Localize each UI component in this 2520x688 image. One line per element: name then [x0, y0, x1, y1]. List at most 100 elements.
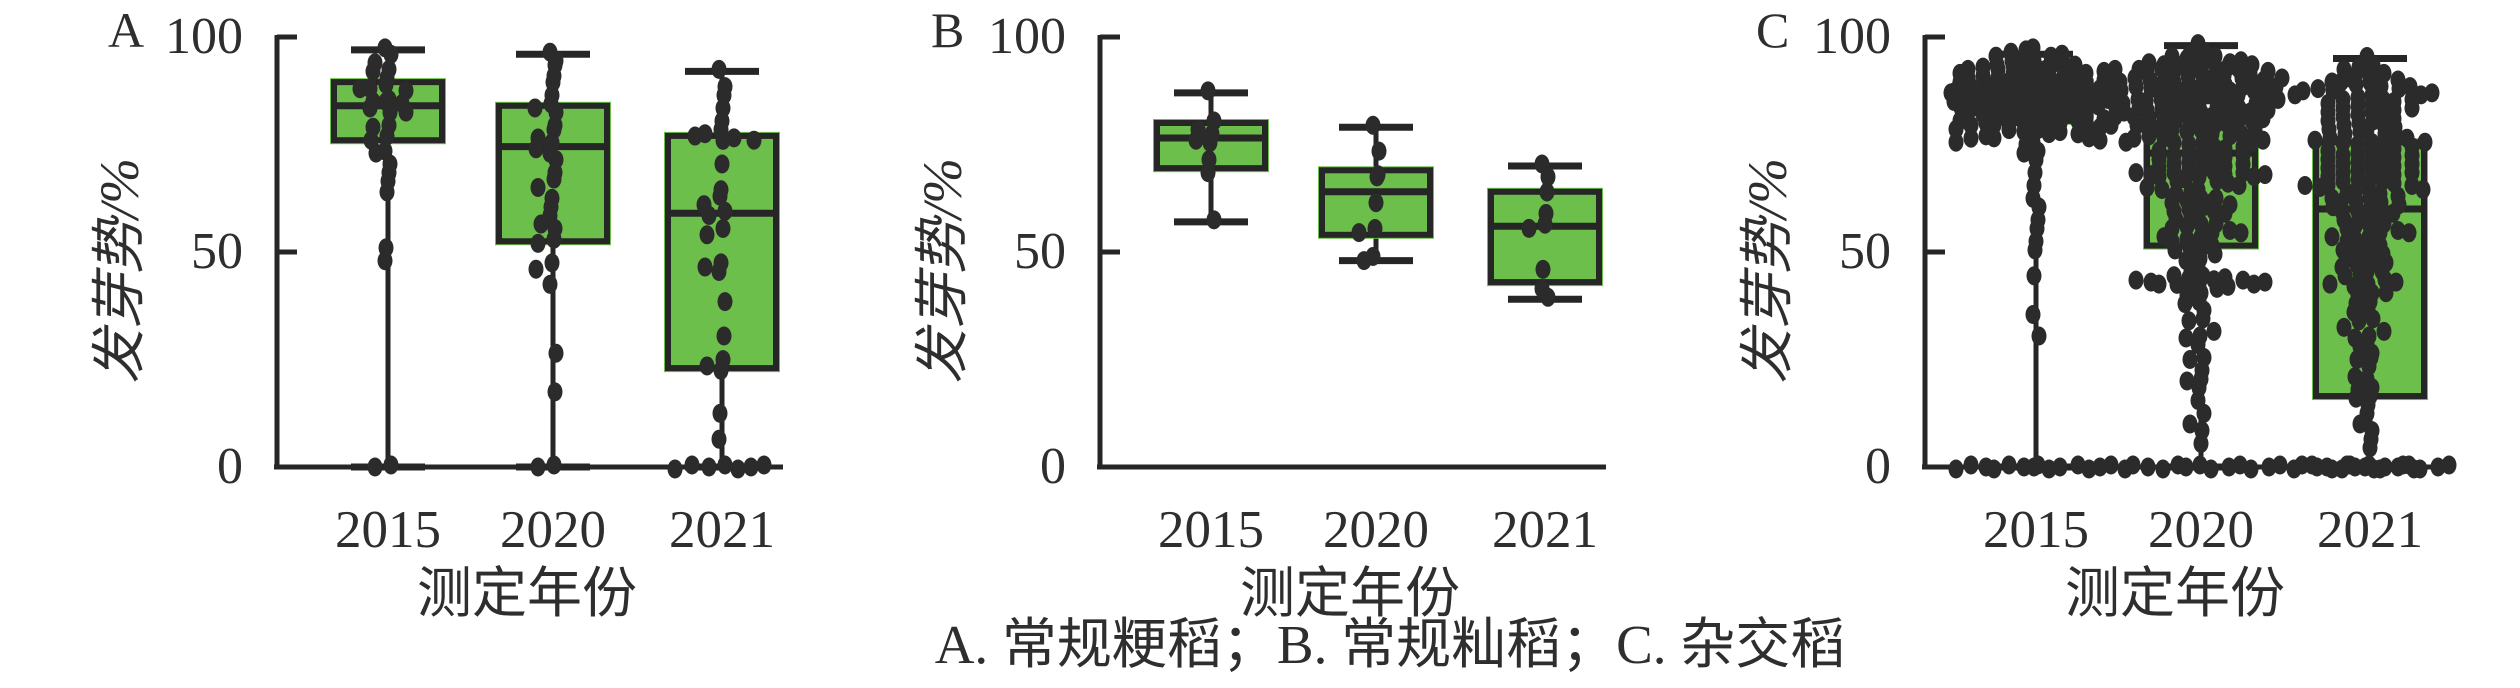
jitter-dot [2272, 455, 2288, 475]
jitter-dot [711, 262, 727, 281]
jitter-dot [379, 126, 395, 146]
jitter-dot [2117, 459, 2133, 479]
jitter-dot [1948, 459, 1964, 479]
jitter-dot [2304, 455, 2320, 475]
panel-a-ytick-0: 0 [217, 438, 243, 495]
jitter-dot [2255, 130, 2271, 150]
jitter-dot [2286, 459, 2302, 479]
panel-b-xlabel-2020: 2020 [1323, 501, 1429, 559]
jitter-dot [2424, 83, 2440, 103]
panel-a-x-axis-title: 测定年份 [416, 563, 638, 624]
jitter-dot [2307, 130, 2323, 150]
box-group-2021 [664, 59, 780, 479]
panel-b-ytick-0: 0 [1040, 438, 1066, 495]
box-group-2020 [1318, 115, 1434, 271]
jitter-dot [546, 455, 562, 475]
jitter-dot [2143, 272, 2159, 292]
jitter-dot [2221, 457, 2237, 477]
jitter-dot [547, 382, 563, 402]
panel-c: C 100 50 0 发芽势/% 2015 2020 2021 测定年份 [1648, 0, 2488, 688]
jitter-dot [2209, 171, 2225, 191]
box-group-2015 [330, 38, 446, 477]
jitter-dot [2167, 240, 2183, 260]
jitter-dot [2081, 128, 2097, 148]
jitter-dot [2140, 457, 2156, 477]
jitter-dot [2310, 79, 2326, 99]
jitter-dot [2312, 178, 2328, 197]
jitter-dot [1367, 219, 1383, 238]
jitter-dot [2170, 455, 2186, 475]
jitter-dot [1535, 259, 1551, 279]
jitter-dot [2388, 272, 2404, 292]
jitter-dot [530, 178, 546, 197]
jitter-dot [528, 259, 544, 279]
jitter-dot [2195, 309, 2211, 329]
jitter-dot [2348, 388, 2364, 408]
box-group-2015 [1153, 81, 1269, 230]
jitter-dot [701, 205, 717, 225]
jitter-dot [530, 233, 546, 253]
jitter-dot [2196, 403, 2212, 423]
jitter-dot [2001, 120, 2017, 140]
box-group-2021 [2286, 47, 2457, 479]
jitter-dot [2177, 294, 2193, 314]
jitter-dot [743, 457, 759, 477]
jitter-dot [716, 326, 732, 346]
box-group-2015 [1943, 38, 2124, 479]
jitter-dot [2169, 274, 2185, 294]
panel-b: B 100 50 0 发芽势/% 2015 2020 2021 测定年份 [823, 0, 1663, 688]
jitter-dot [2182, 350, 2198, 369]
panel-a-y-axis-title: 发芽势/% [89, 157, 150, 385]
jitter-dot [717, 292, 733, 312]
jitter-dot [2336, 317, 2352, 337]
jitter-dot [2349, 350, 2365, 369]
jitter-dot [2027, 240, 2043, 260]
jitter-dot [2246, 274, 2262, 294]
jitter-dot [1200, 163, 1216, 183]
jitter-dot [697, 257, 713, 277]
jitter-dot [1978, 126, 1994, 146]
panel-a-xlabel-2021: 2021 [669, 501, 775, 559]
jitter-dot [2103, 455, 2119, 475]
jitter-dot [687, 126, 703, 146]
jitter-dot [746, 130, 762, 150]
panel-b-xlabel-2021: 2021 [1492, 501, 1598, 559]
panel-b-ytick-50: 50 [1014, 223, 1066, 280]
jitter-dot [2001, 455, 2017, 475]
jitter-dot [368, 143, 384, 163]
jitter-dot [2128, 270, 2144, 290]
jitter-dot [2178, 328, 2194, 348]
jitter-dot [398, 102, 414, 122]
jitter-dot [1351, 223, 1367, 243]
jitter-dot [717, 455, 733, 475]
jitter-dot [2376, 321, 2392, 341]
jitter-dot [2378, 283, 2394, 303]
jitter-dot [377, 251, 393, 271]
box-group-2020 [495, 42, 611, 477]
jitter-dot [2154, 180, 2170, 199]
jitter-dot [1963, 455, 1979, 475]
jitter-dot [2181, 311, 2197, 331]
box-group-2021 [1487, 154, 1603, 307]
panel-c-ytick-50: 50 [1839, 223, 1891, 280]
jitter-dot [533, 214, 549, 234]
jitter-dot [2207, 244, 2223, 264]
jitter-dot [1540, 287, 1556, 307]
jitter-dot [2052, 457, 2068, 477]
jitter-dot [2141, 126, 2157, 146]
jitter-dot [378, 74, 394, 94]
jitter-dot [2270, 90, 2286, 109]
jitter-dot [530, 457, 546, 477]
panel-c-ytick-100: 100 [1813, 8, 1891, 65]
jitter-dot [2220, 276, 2236, 296]
jitter-dot [2016, 143, 2032, 163]
jitter-dot [1371, 141, 1387, 161]
jitter-dot [2179, 371, 2195, 391]
jitter-dot [2103, 115, 2119, 135]
jitter-dot [2352, 414, 2368, 434]
panel-c-xlabel-2020: 2020 [2148, 501, 2254, 559]
panel-c-y-axis-title: 发芽势/% [1737, 157, 1798, 385]
jitter-dot [712, 186, 728, 206]
figure-caption: A. 常规粳稻；B. 常规籼稻；C. 杂交稻 [934, 614, 1846, 675]
